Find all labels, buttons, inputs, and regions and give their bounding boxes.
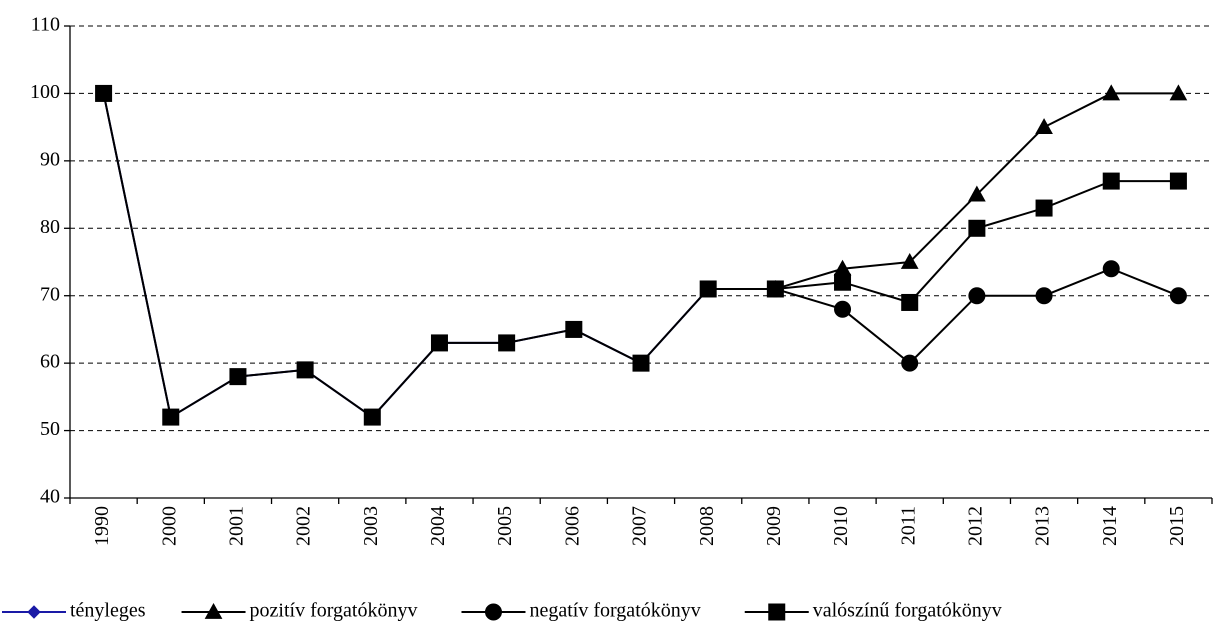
marker [834, 273, 852, 291]
x-tick-label: 2007 [629, 506, 651, 546]
marker [766, 280, 784, 298]
marker [565, 320, 583, 338]
marker [901, 354, 919, 372]
marker [1169, 287, 1187, 305]
x-tick-label: 2014 [1099, 506, 1121, 546]
x-tick-label: 2002 [293, 506, 315, 546]
marker [968, 287, 986, 305]
y-tick-label: 40 [40, 486, 60, 508]
legend-label: pozitív forgatókönyv [250, 600, 418, 622]
x-tick-label: 2006 [561, 506, 583, 546]
marker [1035, 199, 1053, 217]
marker [901, 293, 919, 311]
marker [900, 252, 919, 269]
marker [768, 603, 786, 621]
legend-label: tényleges [70, 600, 146, 622]
y-tick-label: 70 [40, 283, 60, 305]
marker [1035, 118, 1053, 135]
marker [968, 219, 986, 237]
marker [484, 603, 502, 621]
marker [1169, 172, 1187, 190]
x-tick-label: 2005 [494, 506, 516, 546]
series [766, 84, 1188, 296]
x-tick-label: 2009 [763, 506, 785, 546]
series [766, 260, 1187, 372]
legend-item: valószínű forgatókönyv [744, 600, 1002, 622]
series-line [102, 93, 776, 419]
marker [1102, 172, 1120, 190]
x-tick-label: 2008 [696, 506, 718, 546]
legend-item: pozitív forgatókönyv [181, 600, 418, 622]
marker [834, 300, 852, 318]
marker [1035, 287, 1053, 305]
legend-label: negatív forgatókönyv [529, 600, 700, 622]
x-tick-label: 2004 [427, 506, 449, 546]
marker [968, 185, 986, 202]
x-tick-label: 2001 [226, 506, 248, 546]
y-tick-label: 50 [40, 418, 60, 440]
marker [27, 605, 41, 619]
marker [430, 334, 448, 352]
y-tick-label: 100 [30, 81, 60, 103]
legend-label: valószínű forgatókönyv [813, 600, 1002, 622]
x-tick-label: 2011 [897, 506, 919, 545]
marker [1102, 260, 1120, 278]
x-tick-label: 2000 [158, 506, 180, 546]
marker [498, 334, 516, 352]
x-tick-label: 2012 [964, 506, 986, 546]
series [95, 84, 1187, 426]
marker [363, 408, 381, 426]
y-tick-label: 90 [40, 148, 60, 170]
y-tick-label: 60 [40, 351, 60, 373]
marker [699, 280, 717, 298]
x-tick-label: 2010 [830, 506, 852, 546]
marker [162, 408, 180, 426]
x-tick-label: 2015 [1166, 506, 1188, 546]
marker [296, 361, 314, 379]
series [96, 86, 783, 424]
y-tick-label: 80 [40, 216, 60, 238]
x-tick-label: 2013 [1032, 506, 1054, 546]
marker [632, 354, 650, 372]
marker [1169, 84, 1188, 101]
legend-item: negatív forgatókönyv [461, 600, 701, 622]
legend-item: tényleges [2, 600, 146, 622]
marker [95, 84, 113, 102]
marker [229, 368, 247, 386]
x-tick-label: 2003 [360, 506, 382, 546]
marker [204, 602, 223, 619]
y-tick-label: 110 [31, 14, 60, 36]
x-tick-label: 1990 [91, 506, 113, 546]
marker [1102, 84, 1121, 101]
